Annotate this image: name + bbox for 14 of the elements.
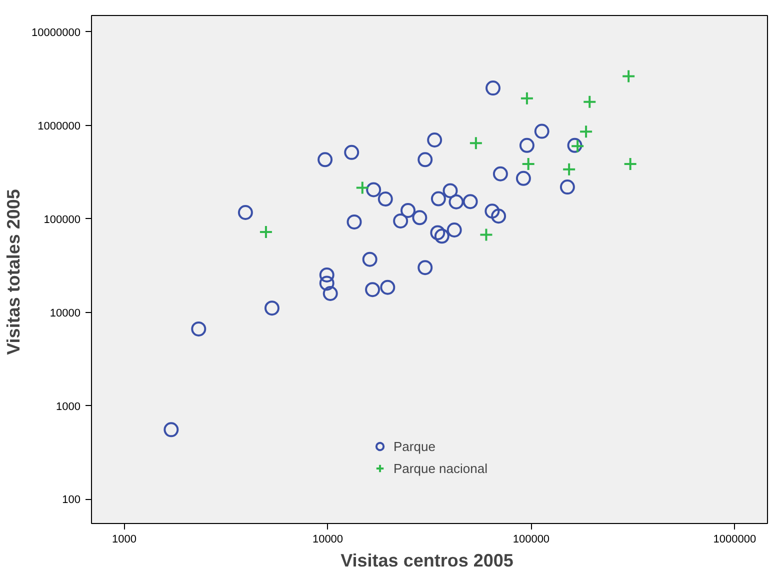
y-axis-title: Visitas totales 2005 bbox=[4, 189, 24, 355]
x-axis-title: Visitas centros 2005 bbox=[340, 550, 514, 570]
legend-label: Parque bbox=[394, 438, 436, 454]
y-tick-label: 100000 bbox=[44, 214, 81, 226]
x-tick-label: 1000 bbox=[112, 534, 137, 546]
legend-label: Parque nacional bbox=[394, 460, 488, 476]
x-tick-label: 100000 bbox=[512, 534, 550, 546]
y-tick-label: 100 bbox=[62, 494, 81, 506]
x-tick-label: 1000000 bbox=[713, 534, 756, 546]
y-tick-label: 1000 bbox=[56, 400, 81, 413]
x-tick-label: 10000 bbox=[312, 534, 344, 546]
y-tick-label: 10000 bbox=[50, 307, 81, 320]
y-tick-label: 10000000 bbox=[32, 26, 81, 39]
y-tick-label: 1000000 bbox=[38, 120, 81, 132]
